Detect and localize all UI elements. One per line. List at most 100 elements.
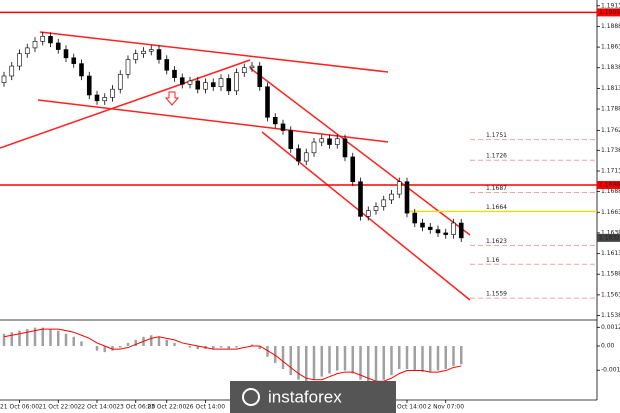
candle-body: [451, 222, 456, 235]
level-box: [597, 8, 620, 17]
candle-body: [164, 59, 170, 71]
trend-lines: [0, 31, 471, 301]
candle-body: [327, 138, 332, 145]
candle-body: [71, 57, 77, 64]
price-label: 1.1632: [599, 234, 620, 241]
candle-body: [249, 65, 255, 69]
candle-body: [110, 88, 115, 98]
fib-label: 1.16: [486, 257, 500, 264]
y-tick-label: 1.1563: [601, 291, 620, 298]
candle-body: [117, 74, 123, 90]
candle-body: [133, 53, 139, 60]
level-box: [597, 181, 620, 190]
y-tick-label: 1.1863: [601, 44, 620, 51]
fib-label: 1.1559: [486, 291, 507, 298]
x-tick-label: 23 Oct 06:00: [116, 404, 155, 411]
candle-body: [303, 152, 309, 162]
down-arrow-icon: [164, 91, 180, 106]
candle-body: [141, 50, 146, 54]
candle-body: [420, 222, 425, 228]
level-label: 1.1905: [599, 9, 620, 16]
candle-body: [319, 138, 325, 143]
candle-body: [311, 141, 317, 154]
candle-body: [148, 49, 154, 52]
x-tick-label: 22 Oct 14:00: [77, 404, 116, 411]
candle-body: [94, 94, 100, 102]
candle-body: [210, 82, 216, 88]
candle-body: [125, 59, 131, 75]
candle-body: [350, 156, 356, 183]
candle-body: [234, 72, 239, 92]
candle-body: [195, 80, 201, 90]
x-tick-label: 21 Oct 22:00: [39, 404, 78, 411]
candle-body: [334, 138, 340, 145]
candle-body: [156, 49, 162, 60]
candle-body: [443, 232, 449, 235]
macd-tick-label: 0.00122: [601, 324, 620, 331]
fib-label: 1.1623: [486, 238, 507, 245]
candle-body: [365, 210, 371, 217]
candle-body: [458, 222, 464, 239]
logo-icon: [242, 388, 260, 406]
candle-body: [404, 181, 410, 214]
candle-body: [32, 40, 38, 49]
candle-body: [358, 181, 363, 217]
candle-body: [296, 148, 301, 162]
y-tick-label: 1.1663: [601, 209, 620, 216]
candle-body: [389, 193, 394, 201]
candle-body: [241, 67, 247, 73]
candle-body: [257, 65, 263, 88]
candle-body: [412, 212, 418, 224]
candle-body: [55, 42, 61, 50]
logo-text: instaforex: [268, 387, 342, 406]
candle-body: [24, 47, 30, 54]
candle-body: [102, 97, 108, 102]
x-tick-label: 23 Oct 22:00: [147, 404, 186, 411]
y-tick-label: 1.1613: [601, 250, 620, 257]
macd-tick-label: 0.00: [601, 343, 615, 350]
y-tick-label: 1.1813: [601, 85, 620, 92]
y-tick-label: 1.1762: [601, 127, 620, 134]
candle-body: [179, 77, 185, 85]
candle-body: [1, 75, 7, 83]
candle-body: [218, 78, 224, 88]
x-tick-label: 2 Nov 07:00: [427, 404, 464, 411]
candle-body: [381, 199, 387, 207]
trend-line: [249, 67, 471, 236]
y-tick-label: 1.1688: [601, 188, 620, 195]
y-tick-label: 1.1738: [601, 147, 620, 154]
candle-body: [40, 36, 46, 42]
candle-body: [203, 82, 208, 90]
candle-body: [280, 123, 286, 131]
candle-body: [427, 226, 433, 230]
candle-body: [9, 65, 15, 77]
candle-body: [187, 80, 193, 85]
x-tick-label: 21 Oct 06:00: [0, 404, 39, 411]
x-tick-label: 26 Oct 14:00: [186, 404, 225, 411]
candle-body: [272, 116, 278, 125]
trend-line: [0, 59, 251, 149]
logo-bar: [230, 381, 396, 413]
candle-body: [373, 206, 379, 211]
fib-label: 1.1751: [486, 132, 507, 139]
candle-body: [396, 181, 402, 195]
candle-body: [435, 229, 441, 234]
y-tick-label: 1.1538: [601, 312, 620, 319]
fib-label: 1.1687: [486, 185, 507, 192]
fib-label: 1.1664: [486, 204, 507, 211]
y-tick-label: 1.1638: [601, 229, 620, 236]
candle-body: [48, 36, 53, 44]
macd-signal: [3, 328, 462, 382]
candle-body: [79, 63, 84, 77]
candle-body: [265, 86, 270, 118]
y-tick-label: 1.1838: [601, 64, 620, 71]
level-label: 1.1696: [599, 182, 620, 189]
candle-body: [342, 138, 348, 158]
y-tick-label: 1.1588: [601, 271, 620, 278]
macd-tick-label: -0.00158: [601, 367, 620, 374]
y-tick-label: 1.1788: [601, 106, 620, 113]
